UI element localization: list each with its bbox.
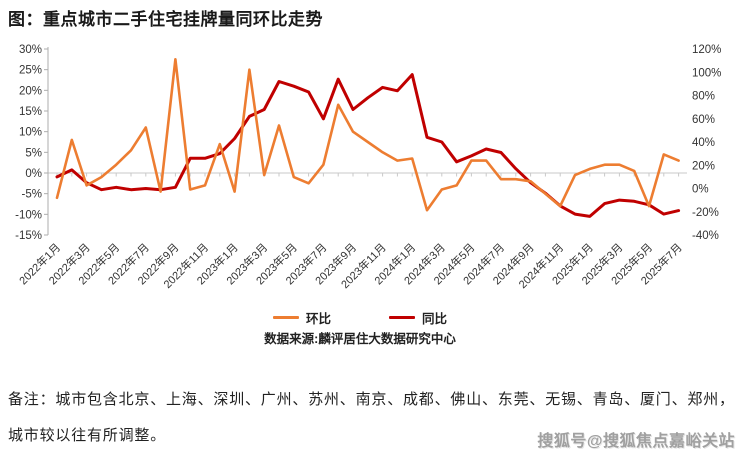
left-axis-label: -15% bbox=[15, 230, 42, 242]
data-source: 数据来源:麟评居住大数据研究中心 bbox=[264, 332, 456, 346]
chart-legend: 环比 同比 bbox=[0, 308, 720, 327]
left-axis-label: 0% bbox=[25, 168, 42, 180]
left-axis-label: 15% bbox=[19, 106, 42, 118]
right-axis-label: -40% bbox=[692, 230, 719, 242]
right-axis-label: 100% bbox=[692, 67, 721, 79]
mom-line-swatch bbox=[272, 316, 299, 319]
mom-series-line bbox=[55, 57, 680, 212]
right-axis-label: 60% bbox=[692, 114, 715, 126]
legend-item-yoy: 同比 bbox=[389, 308, 447, 327]
right-axis-label: 20% bbox=[692, 160, 715, 172]
left-axis-label: 10% bbox=[19, 127, 42, 139]
right-axis-label: 120% bbox=[692, 44, 721, 56]
left-axis-label: 20% bbox=[19, 85, 42, 97]
left-axis-label: -10% bbox=[15, 209, 42, 221]
chart-title: 图：重点城市二手住宅挂牌量同环比走势 bbox=[8, 10, 323, 29]
watermark: 搜狐号@搜狐焦点嘉峪关站 bbox=[537, 433, 735, 450]
left-axis-label: 25% bbox=[19, 65, 42, 77]
yoy-legend-label: 同比 bbox=[422, 312, 448, 326]
note-line-2: 城市较以往有所调整。 bbox=[8, 428, 167, 444]
right-axis-label: -20% bbox=[692, 207, 719, 219]
mom-legend-label: 环比 bbox=[305, 312, 331, 326]
legend-item-mom: 环比 bbox=[272, 308, 331, 327]
line-chart: 30% 25% 20% 15% 10% 5% 0% -5% -10% -15% 120% 100% 80… bbox=[15, 44, 721, 291]
left-axis-label: -5% bbox=[22, 189, 42, 201]
yoy-line-swatch bbox=[389, 316, 415, 319]
note-line-1: 备注：城市包含北京、上海、深圳、广州、苏州、南京、成都、佛山、东莞、无锡、青岛、… bbox=[8, 392, 735, 408]
right-axis-label: 80% bbox=[692, 91, 715, 103]
left-axis-label: 5% bbox=[25, 147, 42, 159]
left-axis-label: 30% bbox=[19, 44, 42, 56]
right-axis-label: 0% bbox=[692, 184, 709, 196]
right-axis-label: 40% bbox=[692, 137, 715, 149]
